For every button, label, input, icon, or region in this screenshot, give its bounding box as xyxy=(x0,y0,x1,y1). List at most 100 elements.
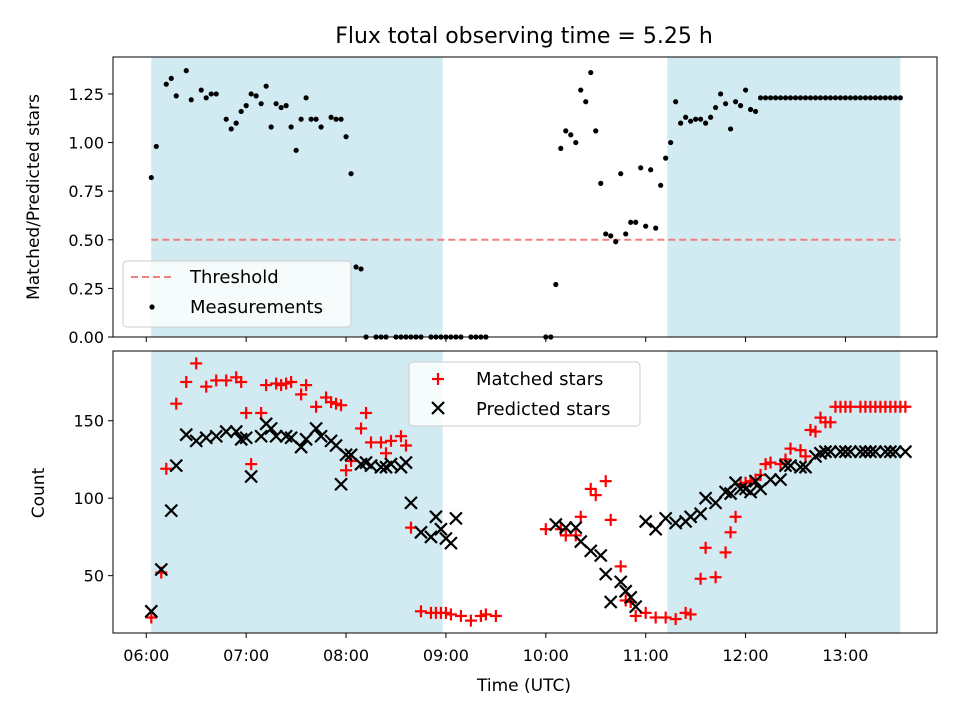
measurement-point xyxy=(643,223,649,229)
matched-star-point xyxy=(599,475,612,488)
predicted-star-point xyxy=(868,444,883,459)
measurement-point xyxy=(293,147,299,153)
predicted-star-point xyxy=(878,444,893,459)
predicted-star-point xyxy=(404,496,418,510)
top-panel: 0.00 0.25 0.50 0.75 1.00 1.25 Matched/Predict… xyxy=(24,56,938,347)
measurement-point xyxy=(188,97,194,103)
measurement-point xyxy=(558,145,564,151)
predicted-star-point xyxy=(254,429,268,443)
measurement-point xyxy=(777,95,784,101)
top-x-axis-ticks xyxy=(145,337,846,342)
matched-star-point xyxy=(629,609,642,622)
matched-star-point xyxy=(614,560,627,573)
measurement-point xyxy=(703,120,709,126)
matched-star-point xyxy=(285,375,298,388)
predicted-star-point xyxy=(219,424,233,439)
measurement-point xyxy=(618,171,624,177)
measurement-point xyxy=(713,104,719,111)
matched-star-point xyxy=(479,608,492,621)
matched-star-point xyxy=(684,608,697,621)
measurement-point xyxy=(668,139,674,146)
predicted-star-point xyxy=(429,510,443,524)
measurement-point xyxy=(683,114,689,120)
measurement-point xyxy=(757,95,764,101)
predicted-star-point xyxy=(733,482,748,496)
measurement-point xyxy=(248,91,254,97)
matched-star-point xyxy=(794,444,807,457)
top-legend: Threshold Measurements xyxy=(122,260,352,328)
matched-star-point xyxy=(235,375,248,388)
predicted-star-point xyxy=(888,444,903,459)
top-shade-span-1 xyxy=(667,57,901,337)
measurement-point xyxy=(867,95,874,101)
matched-star-point xyxy=(799,450,812,463)
predicted-star-point xyxy=(698,491,713,505)
measurement-point xyxy=(772,95,779,101)
top-plot-frame xyxy=(112,56,938,338)
predicted-star-point xyxy=(299,432,313,447)
matched-star-point xyxy=(604,513,617,526)
top-y-axis-ticks: 0.00 0.25 0.50 0.75 1.00 1.25 xyxy=(68,85,113,347)
matched-star-point xyxy=(190,357,203,370)
measurement-point xyxy=(782,95,789,101)
bottom-shade-span-0 xyxy=(151,351,443,633)
measurement-point xyxy=(747,106,754,113)
predicted-star-point xyxy=(593,548,608,563)
measurement-point xyxy=(832,95,839,101)
measurement-point xyxy=(153,143,159,150)
measurement-point xyxy=(762,95,769,101)
predicted-star-point xyxy=(414,525,428,540)
predicted-star-point xyxy=(658,511,673,526)
measurement-point xyxy=(278,104,284,111)
threshold-legend-label: Threshold xyxy=(189,267,279,288)
measurement-point xyxy=(842,95,849,101)
predicted-star-point xyxy=(339,448,353,462)
predicted-star-point xyxy=(793,460,808,474)
matched-star-point xyxy=(200,380,213,393)
matched-star-point xyxy=(180,375,193,388)
measurement-point xyxy=(862,95,869,101)
measurement-point xyxy=(792,95,799,101)
measurement-point xyxy=(877,95,884,101)
bottom-y-axis-label: Count xyxy=(29,467,49,518)
measurement-point xyxy=(797,95,804,101)
predicted-star-point xyxy=(613,575,628,589)
top-y-tick-label: 0.25 xyxy=(68,279,104,298)
measurement-point xyxy=(737,103,744,109)
measurement-point xyxy=(563,128,569,134)
measurement-point xyxy=(328,114,334,120)
measurement-point xyxy=(623,231,629,237)
measurement-point xyxy=(872,95,879,101)
matched-star-point xyxy=(260,379,273,392)
measurement-point xyxy=(318,124,324,130)
predicted-star-point xyxy=(244,469,258,484)
measurement-point xyxy=(653,225,659,231)
predicted-star-point xyxy=(858,444,873,459)
predicted-star-point xyxy=(883,444,898,459)
predicted-star-point xyxy=(294,440,308,454)
top-y-tick-label: 0.75 xyxy=(68,182,104,201)
measurement-point xyxy=(678,120,684,126)
bottom-y-tick-label: 50 xyxy=(84,567,104,586)
bottom-plot-frame xyxy=(112,350,938,634)
bottom-x-tick-label: 06:00 xyxy=(123,646,169,665)
predicted-star-point xyxy=(748,474,763,488)
measurement-point xyxy=(168,75,174,81)
matched-star-point xyxy=(669,613,682,626)
predicted-star-point xyxy=(559,520,573,535)
matched-star-point xyxy=(699,541,712,554)
predicted-star-point xyxy=(838,444,853,459)
predicted-star-point xyxy=(778,458,793,473)
matched-star-point xyxy=(310,400,323,413)
measurement-point xyxy=(598,180,604,186)
matched-star-point xyxy=(300,379,313,392)
measurement-point xyxy=(727,126,734,132)
matched-star-point xyxy=(255,406,268,419)
predicted-star-point xyxy=(434,522,448,536)
matched-star-point xyxy=(384,434,397,447)
matched-star-point xyxy=(729,510,742,523)
matched-star-point xyxy=(335,399,348,412)
matched-star-point xyxy=(380,447,393,460)
predicted-star-point xyxy=(144,604,159,619)
matched-star-point xyxy=(464,614,477,627)
